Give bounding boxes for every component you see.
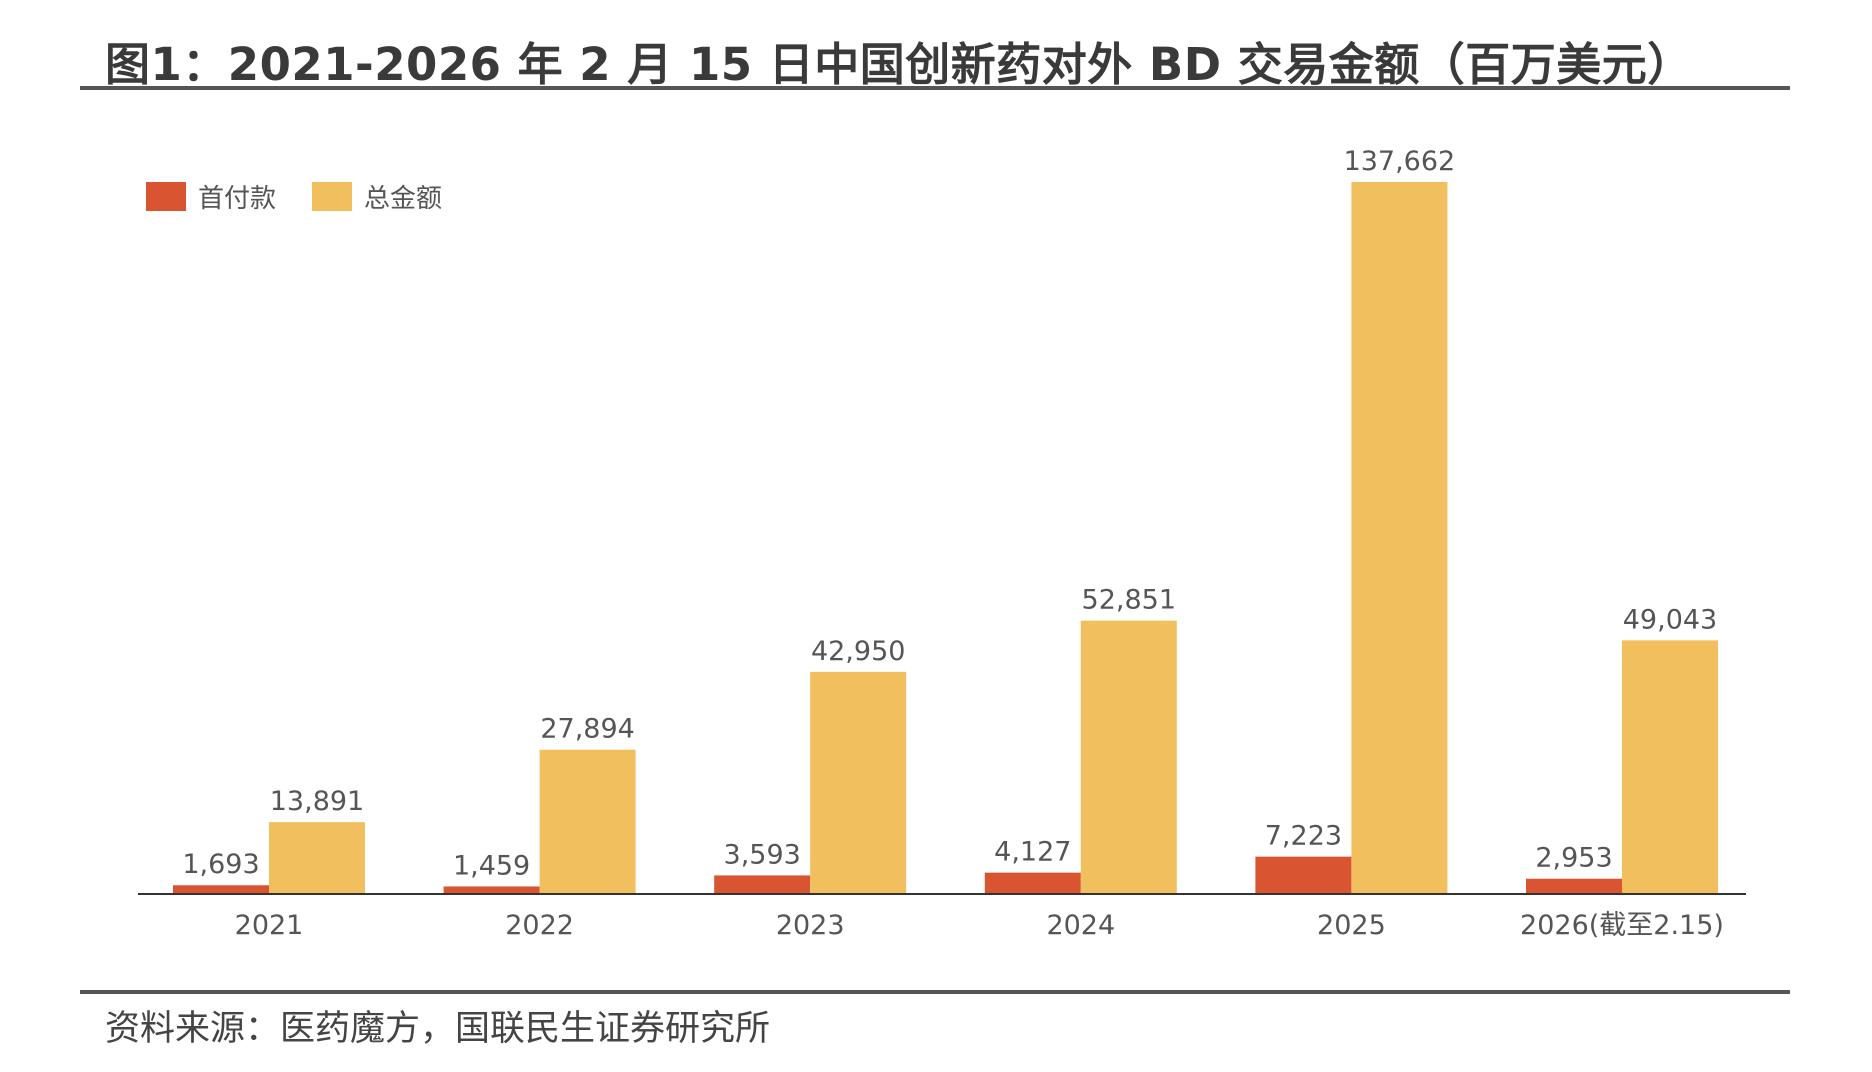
legend-label-total: 总金额 [364,184,442,214]
bar-upfront-1[interactable] [443,886,540,894]
bar-upfront-4[interactable] [1255,856,1352,894]
data-label-upfront-2: 3,593 [724,839,801,870]
data-label-total-1: 27,894 [540,714,634,745]
x-tick-label-3: 2024 [1046,910,1115,941]
bar-upfront-5[interactable] [1526,878,1622,894]
data-label-upfront-1: 1,459 [453,850,530,881]
footer-rule [80,990,1790,994]
bar-total-1[interactable] [539,749,636,894]
bar-total-4[interactable] [1351,182,1448,894]
data-label-total-3: 52,851 [1082,585,1176,616]
x-tick-label-0: 2021 [235,910,304,941]
bar-total-5[interactable] [1622,640,1718,894]
data-label-total-4: 137,662 [1344,146,1456,177]
data-label-upfront-3: 4,127 [994,837,1071,868]
bar-upfront-2[interactable] [714,875,811,894]
x-tick-label-2: 2023 [776,910,845,941]
data-label-total-0: 13,891 [270,786,364,817]
bar-total-2[interactable] [810,671,907,894]
x-tick-label-4: 2025 [1317,910,1386,941]
bar-total-3[interactable] [1080,620,1177,894]
title-rule [80,86,1790,90]
x-tick-label-1: 2022 [505,910,574,941]
data-label-upfront-4: 7,223 [1265,821,1342,852]
data-label-total-2: 42,950 [811,636,905,667]
legend-swatch-total [312,182,352,211]
data-label-upfront-0: 1,693 [182,849,259,880]
legend-swatch-upfront [146,182,186,211]
x-tick-label-5: 2026(截至2.15) [1520,910,1724,941]
bar-total-0[interactable] [269,822,365,894]
source-note: 资料来源：医药魔方，国联民生证券研究所 [105,1009,771,1049]
legend-label-upfront: 首付款 [198,184,276,214]
figure-title: 图1：2021-2026 年 2 月 15 日中国创新药对外 BD 交易金额（百… [105,38,1693,91]
data-label-total-5: 49,043 [1623,604,1717,635]
data-label-upfront-5: 2,953 [1535,843,1612,874]
bar-upfront-0[interactable] [173,885,269,894]
bar-upfront-3[interactable] [984,872,1081,894]
